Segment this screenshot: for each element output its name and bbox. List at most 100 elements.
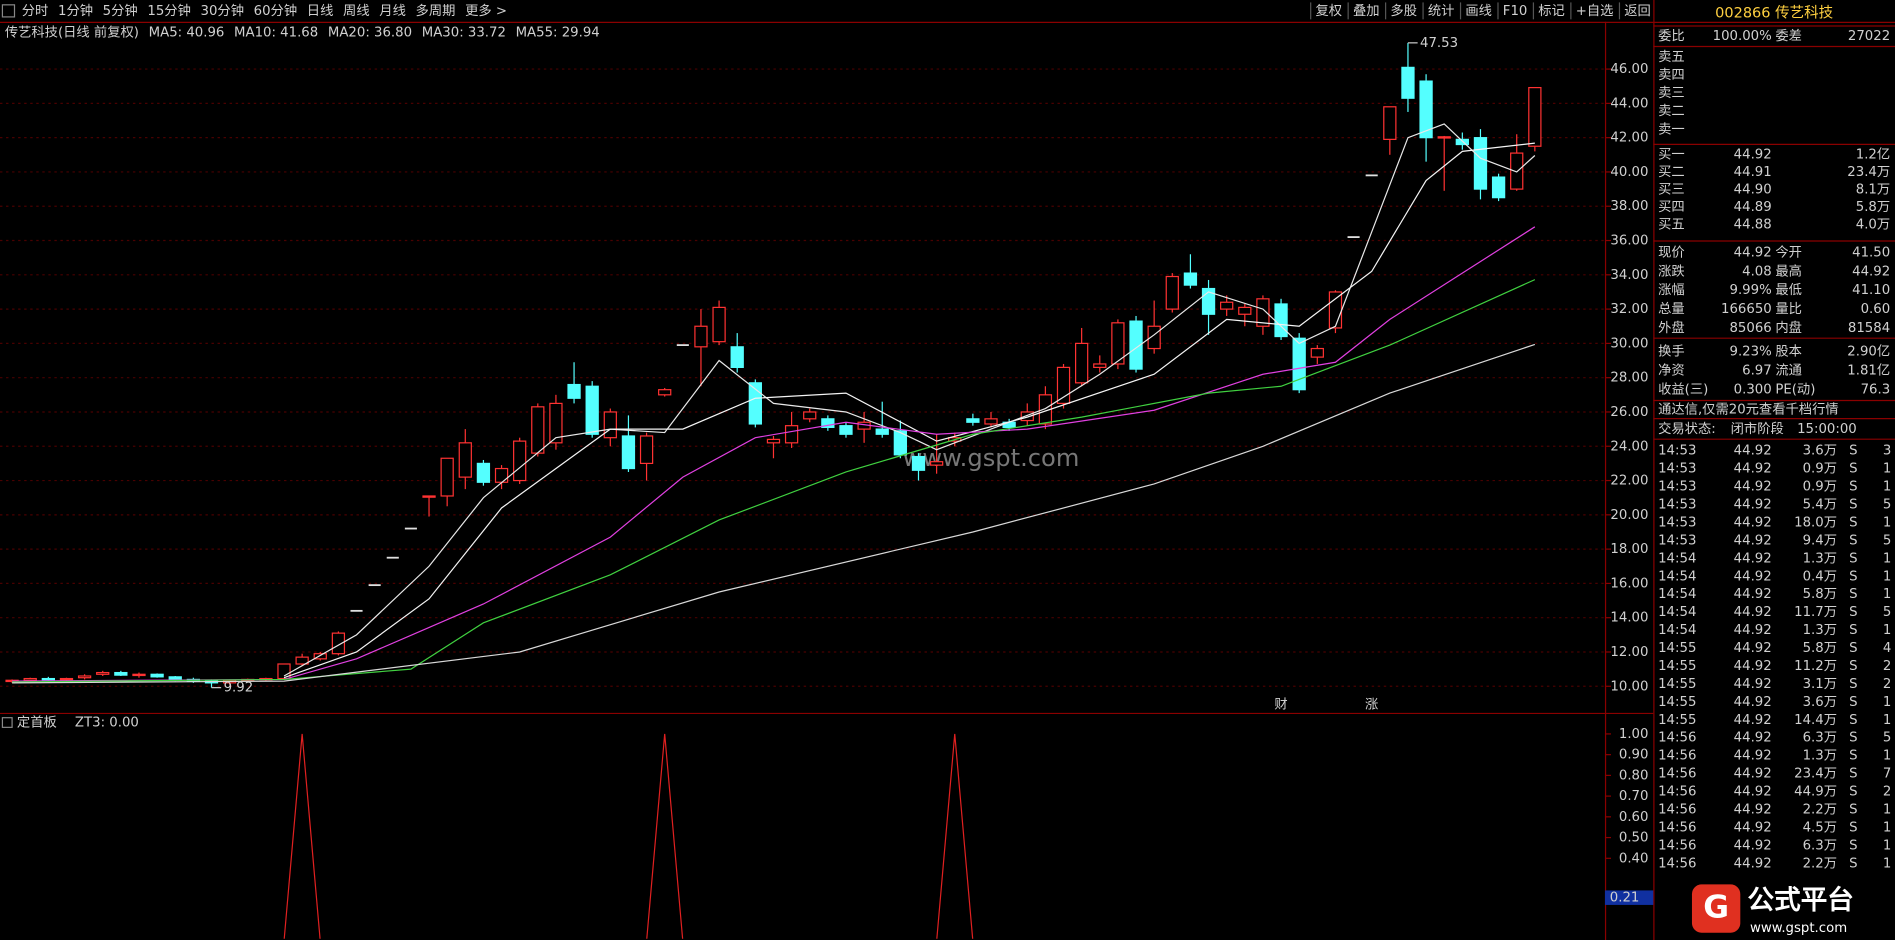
stat-label: 净资: [1658, 362, 1685, 378]
candle-body: [730, 346, 744, 368]
trade-time: 14:55: [1658, 659, 1696, 674]
cursor-label: 0.21: [1610, 891, 1640, 906]
trade-price: 44.92: [1734, 462, 1772, 477]
trade-time: 14:56: [1658, 785, 1696, 800]
stat-label: 量比: [1775, 301, 1802, 317]
toolbar-action[interactable]: 统计: [1428, 3, 1455, 19]
toolbar-tab[interactable]: 30分钟: [201, 2, 244, 19]
trade-side: S: [1849, 480, 1857, 495]
toolbar-action[interactable]: 复权: [1316, 2, 1343, 19]
toolbar-tab[interactable]: 1分钟: [58, 2, 93, 19]
trade-price: 44.92: [1734, 533, 1772, 548]
event-marker[interactable]: 财: [1274, 696, 1287, 712]
trade-side: S: [1849, 731, 1857, 746]
cursor-box: [1604, 890, 1654, 905]
trade-volume: 44.9万: [1794, 785, 1837, 800]
indicator-icon[interactable]: [1, 717, 13, 728]
toolbar-tab[interactable]: 5分钟: [103, 2, 138, 19]
candle-body: [440, 457, 454, 497]
candle-body: [313, 653, 327, 660]
trade-time: 14:54: [1658, 551, 1696, 566]
trade-price: 44.92: [1734, 515, 1772, 530]
trade-count: 7: [1883, 767, 1891, 782]
q-value: 100.00%: [1713, 29, 1772, 44]
stat-label: 最低: [1775, 282, 1802, 298]
trade-volume: 3.6万: [1803, 444, 1837, 459]
stat-label: 换手: [1658, 344, 1685, 360]
trade-time: 14:56: [1658, 820, 1696, 835]
logo-mark: [1691, 884, 1741, 933]
candle-body: [1238, 306, 1252, 315]
trade-count: 1: [1883, 462, 1891, 477]
candle-body: [803, 411, 817, 420]
min-label: 9.92: [224, 681, 254, 696]
stat-label: 股本: [1775, 344, 1802, 360]
y-tick-label: 16.00: [1610, 576, 1648, 591]
candle-body: [567, 383, 581, 399]
y-tick-label: 28.00: [1610, 371, 1648, 386]
bid-label: 买三: [1658, 182, 1685, 198]
y-tick-label: 0.70: [1619, 789, 1649, 804]
trade-time: 14:56: [1658, 767, 1696, 782]
trade-count: 5: [1883, 731, 1891, 746]
trade-count: 5: [1883, 497, 1891, 512]
stat-value: 9.23%: [1730, 345, 1772, 360]
toolbar-tab[interactable]: 周线: [343, 3, 370, 19]
trade-price: 44.92: [1734, 497, 1772, 512]
toolbar-action[interactable]: F10: [1503, 4, 1528, 19]
toolbar-action[interactable]: +自选: [1576, 3, 1614, 19]
trade-time: 14:54: [1658, 569, 1696, 584]
toolbar-action[interactable]: 返回: [1624, 3, 1651, 19]
stat-value: 85066: [1729, 321, 1771, 336]
toolbar-tab[interactable]: 更多 >: [465, 2, 507, 19]
trade-time: 14:56: [1658, 856, 1696, 871]
trade-side: S: [1849, 497, 1857, 512]
toolbar-action[interactable]: 标记: [1538, 3, 1565, 19]
trade-side: S: [1849, 587, 1857, 602]
trade-time: 14:55: [1658, 695, 1696, 710]
trade-side: S: [1849, 838, 1857, 853]
status-time: 15:00:00: [1797, 422, 1857, 437]
notice[interactable]: 通达信,仅需20元查看千档行情: [1658, 402, 1839, 418]
trade-volume: 2.2万: [1803, 803, 1837, 818]
candle-body: [1383, 106, 1397, 140]
trade-side: S: [1849, 820, 1857, 835]
y-tick-label: 18.00: [1610, 542, 1648, 557]
bid-label: 买二: [1658, 164, 1685, 180]
watermark: www.gspt.com: [903, 444, 1080, 472]
bid-price: 44.88: [1734, 218, 1772, 233]
toolbar-tab[interactable]: 日线: [307, 3, 334, 19]
menu-icon[interactable]: [1, 4, 16, 18]
logo-url: www.gspt.com: [1750, 921, 1847, 936]
ma-legend: MA5: 40.96: [149, 26, 225, 41]
ma-line: [283, 123, 1536, 677]
trade-volume: 6.3万: [1803, 838, 1837, 853]
candle-body: [1274, 303, 1288, 338]
y-tick-label: 0.50: [1619, 831, 1649, 846]
trade-volume: 5.8万: [1803, 587, 1837, 602]
trade-count: 1: [1883, 803, 1891, 818]
toolbar-action[interactable]: 画线: [1465, 3, 1492, 19]
trade-side: S: [1849, 695, 1857, 710]
trade-count: 1: [1883, 713, 1891, 728]
event-marker[interactable]: 涨: [1365, 696, 1378, 712]
stat-value: 1.81亿: [1847, 362, 1890, 378]
candle-body: [1310, 347, 1324, 358]
toolbar-action[interactable]: 叠加: [1353, 3, 1380, 19]
toolbar-tab[interactable]: 60分钟: [254, 2, 297, 19]
candle-body: [1056, 366, 1071, 405]
stat-label: 总量: [1658, 301, 1685, 317]
trade-price: 44.92: [1734, 767, 1772, 782]
bid-volume: 5.8万: [1856, 200, 1890, 215]
toolbar-tab[interactable]: 月线: [379, 3, 406, 19]
toolbar-tab[interactable]: 分时: [22, 3, 49, 19]
toolbar-action[interactable]: 多股: [1390, 2, 1417, 19]
trade-price: 44.92: [1734, 623, 1772, 638]
stat-value: 41.50: [1852, 246, 1890, 261]
toolbar-tab[interactable]: 多周期: [416, 2, 456, 19]
trade-time: 14:54: [1658, 623, 1696, 638]
toolbar-tab[interactable]: 15分钟: [147, 2, 190, 19]
candle-body: [549, 402, 563, 444]
trade-time: 14:54: [1658, 605, 1696, 620]
